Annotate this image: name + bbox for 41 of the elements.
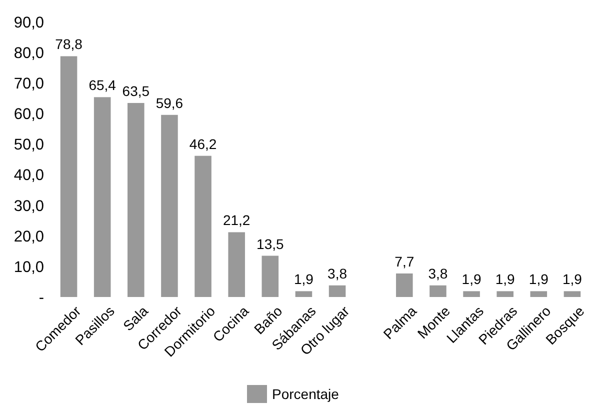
bar <box>396 273 413 297</box>
data-label: 21,2 <box>222 212 250 228</box>
data-label: 59,6 <box>156 94 184 111</box>
data-label: 1,9 <box>562 271 582 288</box>
legend-label: Porcentaje <box>272 386 340 402</box>
data-label: 46,2 <box>189 136 217 152</box>
data-label: 3,8 <box>428 265 448 282</box>
y-tick-label: - <box>38 289 44 306</box>
data-label: 1,9 <box>528 271 549 288</box>
y-tick-label: 20,0 <box>14 228 44 246</box>
y-tick-label: 80,0 <box>14 44 44 62</box>
data-label: 7,7 <box>394 253 414 270</box>
bar <box>463 291 480 297</box>
y-tick-label: 10,0 <box>14 258 44 276</box>
data-label: 78,8 <box>55 36 83 52</box>
bar <box>496 291 514 297</box>
y-tick-label: 70,0 <box>14 76 44 93</box>
bar <box>328 285 346 297</box>
data-label: 3,8 <box>328 265 348 282</box>
bar <box>564 291 581 297</box>
y-tick-label: 90,0 <box>14 14 44 32</box>
bar <box>430 285 446 297</box>
bar <box>60 56 78 297</box>
bar <box>194 156 212 297</box>
bar <box>128 102 144 297</box>
data-label: 63,5 <box>122 82 150 99</box>
bar <box>228 232 245 297</box>
bar <box>161 114 178 297</box>
y-tick-label: 30,0 <box>14 198 44 215</box>
data-label: 1,9 <box>495 271 516 288</box>
data-label: 13,5 <box>256 236 284 252</box>
y-tick-label: 50,0 <box>14 136 44 154</box>
data-label: 1,9 <box>462 271 482 288</box>
bar <box>530 291 548 297</box>
bar <box>295 291 312 297</box>
bar <box>262 256 279 297</box>
data-label: 65,4 <box>88 77 116 94</box>
bar <box>94 97 111 297</box>
y-tick-label: 40,0 <box>14 167 44 184</box>
data-label: 1,9 <box>294 271 314 288</box>
y-tick-label: 60,0 <box>14 106 44 124</box>
